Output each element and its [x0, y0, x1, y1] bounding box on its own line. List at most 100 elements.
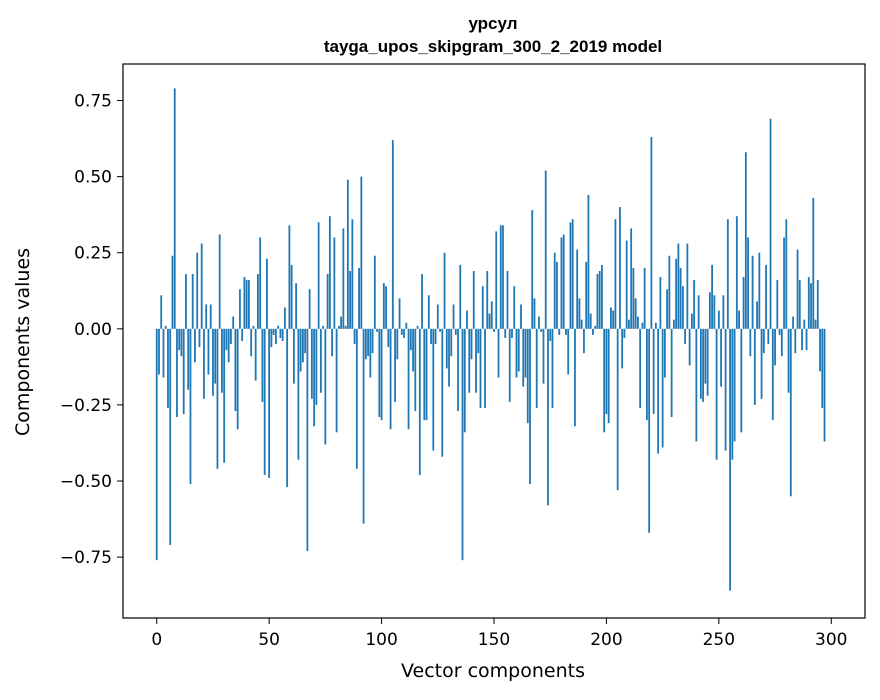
bar-128	[443, 252, 446, 329]
bar-178	[556, 261, 558, 329]
bar-54	[277, 325, 280, 329]
x-tick-label: 0	[151, 630, 162, 650]
bar-161	[517, 328, 520, 372]
bar-137	[463, 328, 466, 433]
bar-114	[412, 328, 414, 372]
bar-284	[794, 328, 797, 354]
bar-21	[203, 328, 205, 399]
bar-247	[711, 264, 713, 329]
bar-162	[520, 304, 522, 329]
bar-121	[427, 295, 430, 329]
bar-55	[279, 328, 282, 338]
bar-96	[371, 328, 374, 354]
bar-36	[236, 328, 239, 430]
x-tick-label: 50	[258, 630, 280, 650]
bar-291	[810, 283, 812, 329]
bar-169	[535, 328, 538, 408]
bar-107	[396, 328, 399, 360]
bar-22	[205, 304, 208, 329]
bar-68	[308, 289, 311, 329]
bar-159	[513, 286, 516, 329]
bar-7	[171, 255, 174, 329]
bar-124	[434, 328, 437, 345]
bar-117	[418, 328, 421, 475]
bar-277	[778, 328, 781, 335]
bar-237	[688, 328, 691, 366]
bar-258	[735, 216, 738, 329]
bar-188	[578, 298, 581, 329]
bar-205	[616, 328, 619, 491]
bar-285	[796, 249, 799, 329]
bar-256	[731, 328, 734, 460]
bar-273	[769, 118, 772, 329]
bar-177	[553, 252, 556, 329]
bar-289	[805, 328, 808, 351]
bar-110	[403, 328, 405, 338]
bar-116	[416, 325, 419, 329]
bar-20	[200, 243, 203, 329]
bar-230	[672, 319, 675, 329]
bar-87	[351, 219, 354, 329]
bar-248	[713, 295, 716, 329]
bar-221	[652, 328, 655, 415]
bar-82	[340, 316, 342, 329]
bar-261	[742, 277, 745, 329]
bar-57	[283, 307, 286, 329]
plot-frame	[122, 63, 866, 619]
bar-263	[747, 237, 749, 329]
bar-83	[342, 228, 345, 329]
bar-144	[479, 328, 482, 408]
x-axis-ticks: 0 50 100 150 200 250 300	[151, 618, 847, 650]
bar-266	[753, 328, 756, 405]
y-tick-label: −0.50	[60, 472, 112, 492]
bar-33	[230, 328, 232, 345]
bar-139	[468, 328, 471, 393]
bar-27	[216, 328, 219, 469]
bar-140	[470, 328, 473, 360]
bar-212	[632, 267, 635, 329]
bar-283	[792, 316, 794, 329]
bar-119	[423, 328, 426, 421]
y-axis-ticks: −0.75 −0.50 −0.25 0.00 0.25 0.50 0.75	[60, 92, 123, 568]
bar-70	[313, 328, 316, 427]
bar-227	[666, 289, 669, 329]
bar-296	[821, 328, 824, 408]
bar-118	[421, 274, 423, 329]
bar-170	[538, 316, 540, 329]
bar-191	[585, 261, 588, 329]
bar-86	[349, 270, 351, 329]
bar-211	[630, 228, 633, 329]
bar-151	[495, 231, 498, 329]
bar-108	[398, 298, 401, 329]
bar-102	[385, 286, 387, 329]
bar-78	[331, 328, 334, 357]
bar-88	[353, 328, 356, 345]
bar-131	[450, 328, 453, 357]
bar-163	[522, 328, 525, 387]
x-tick-label: 300	[815, 630, 847, 650]
bar-76	[326, 274, 329, 329]
bar-222	[654, 322, 657, 329]
bar-91	[360, 176, 363, 329]
bar-123	[432, 328, 435, 451]
bar-180	[560, 237, 563, 329]
bar-214	[637, 316, 639, 329]
bar-45	[257, 274, 259, 329]
bar-217	[643, 267, 646, 329]
bar-189	[580, 319, 583, 329]
bar-132	[452, 304, 455, 329]
bar-213	[634, 298, 637, 329]
bar-40	[245, 280, 248, 329]
bar-183	[567, 328, 570, 375]
bar-2	[160, 295, 163, 329]
bar-51	[270, 328, 273, 348]
bar-272	[767, 328, 770, 345]
bar-99	[378, 328, 381, 418]
bar-25	[212, 328, 214, 396]
bar-3	[162, 328, 165, 378]
x-tick-label: 100	[365, 630, 397, 650]
bar-series	[155, 88, 826, 591]
bar-252	[722, 295, 725, 329]
bar-77	[328, 216, 331, 329]
bar-244	[704, 328, 707, 384]
